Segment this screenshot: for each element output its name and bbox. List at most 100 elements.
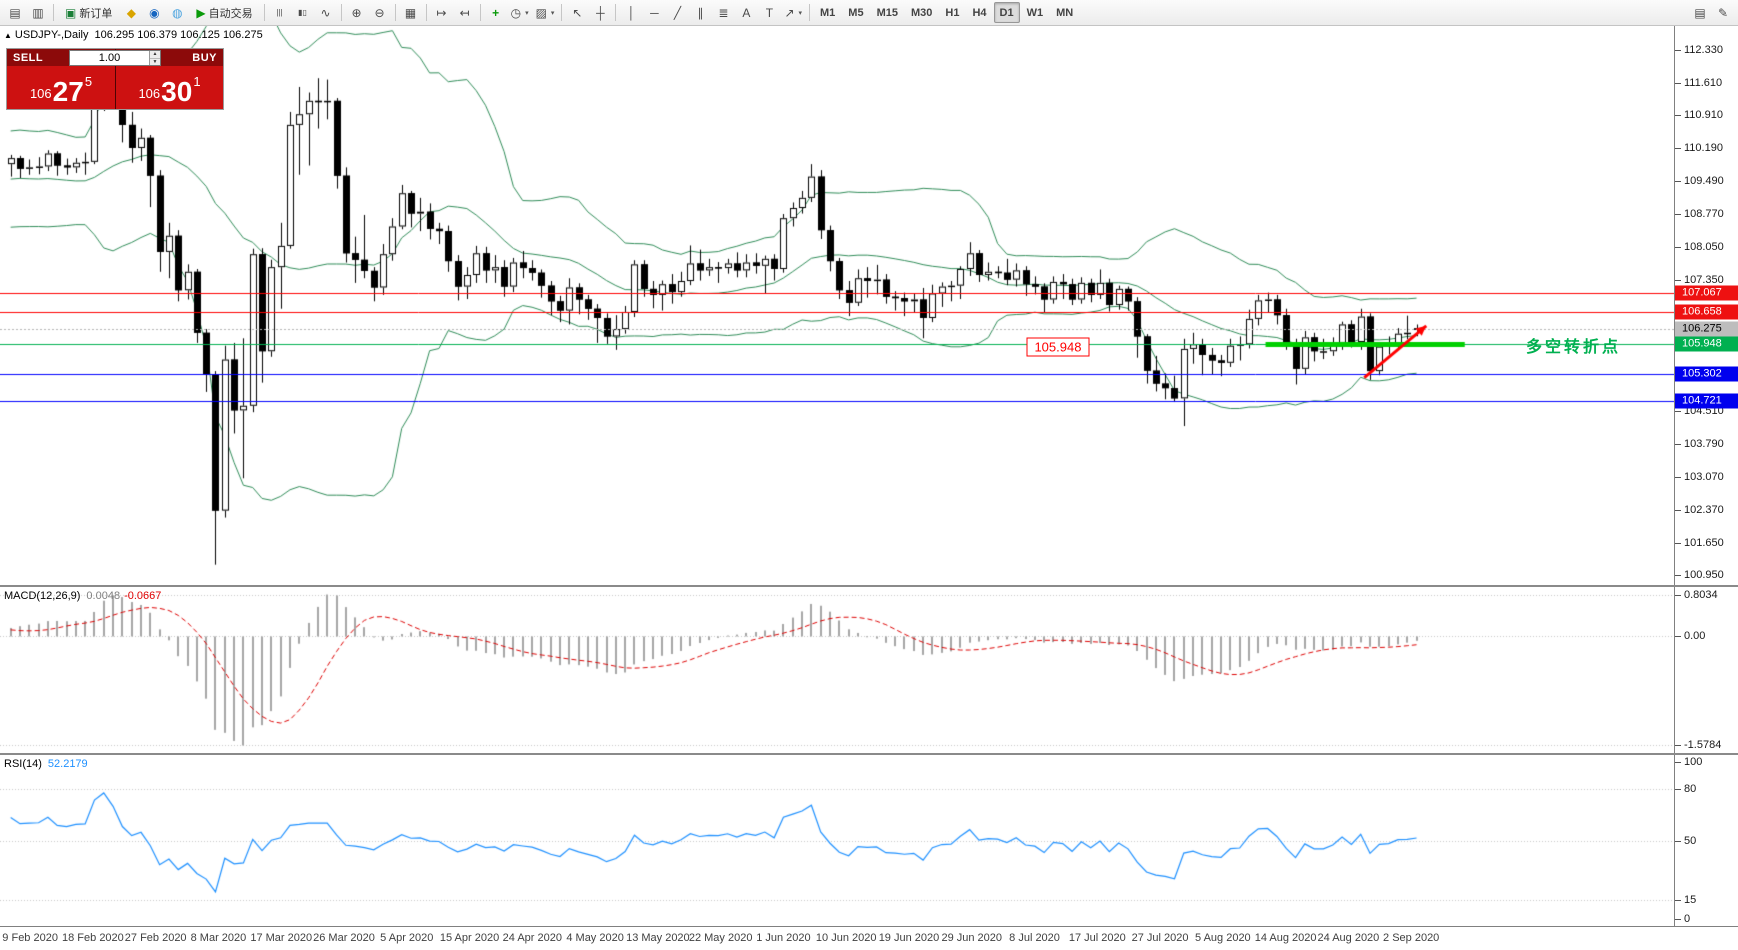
market-icon[interactable]: ◉ [143, 2, 165, 23]
rsi-scale-label: 50 [1675, 834, 1697, 847]
price-scale-tick: 103.070 [1675, 471, 1724, 484]
oct-collapse-icon[interactable]: ▲ [4, 31, 12, 40]
rsi-scale-label: 15 [1675, 894, 1697, 907]
time-axis-label: 24 Apr 2020 [502, 932, 562, 944]
timeframe-m15-button[interactable]: M15 [871, 2, 904, 23]
main-plot: ▲ USDJPY-,Daily 106.295 106.379 106.125 10… [0, 26, 1674, 585]
price-level-badge: 105.302 [1675, 366, 1738, 382]
macd-canvas[interactable] [0, 587, 1674, 753]
macd-scale-label: -1.5784 [1675, 739, 1722, 751]
fibonacci-icon[interactable]: ≣ [712, 2, 734, 23]
toolbar-separator [425, 4, 427, 21]
turning-point-text[interactable]: 多空转折点 [1526, 339, 1622, 357]
edit-cursor-icon[interactable]: ✎ [1712, 2, 1734, 23]
timeframe-m30-button[interactable]: M30 [905, 2, 938, 23]
metaeditor-icon[interactable]: ◆ [120, 2, 142, 23]
label-icon[interactable]: T [758, 2, 780, 23]
symbol-period-label[interactable]: ▲ USDJPY-,Daily 106.295 106.379 106.125 10… [4, 29, 263, 41]
volume-up-button[interactable]: ▲ [150, 51, 160, 58]
toolbar-separator [561, 4, 563, 21]
channel-icon[interactable]: ∥ [689, 2, 711, 23]
rsi-pane: RSI(14) 52.2179 100 80 50 15 0 [0, 755, 1738, 926]
toolbar-separator [809, 4, 811, 21]
timeframe-h4-button[interactable]: H4 [966, 2, 992, 23]
pane-divider[interactable] [0, 585, 1738, 587]
bar-chart-icon[interactable]: ||| [269, 2, 291, 23]
vertical-line-icon[interactable]: │ [620, 2, 642, 23]
current-price-badge: 106.275 [1675, 321, 1738, 337]
periods-icon[interactable]: ◷ ▾ [508, 2, 532, 23]
price-level-badge: 105.948 [1675, 336, 1738, 352]
chart-ohlc-values: 106.295 106.379 106.125 106.275 [94, 29, 263, 41]
new-order-button[interactable]: ▣ 新订单 [58, 2, 119, 23]
price-scale-tick: 112.330 [1675, 43, 1723, 56]
trendline-icon[interactable]: ╱ [666, 2, 688, 23]
macd-pane: MACD(12,26,9) 0.0048 -0.0667 0.8034 0.00 -1.… [0, 587, 1738, 753]
chart-title: USDJPY-,Daily [14, 29, 89, 41]
volume-down-button[interactable]: ▼ [150, 57, 160, 65]
time-axis-label: 17 Mar 2020 [250, 932, 313, 944]
toolbar: ▤ ▥ ▣ 新订单 ◆ ◉ ◍ ▶ 自动交易 ||| ▮▯ ∿ ⊕ ⊖ ▦ ↦ ↤ + ◷ ▾ ▨ ▾ ↖ ┼ │ ─ ╱ ∥ ≣ A T ↗… [0, 0, 1738, 26]
price-scale-tick: 109.490 [1675, 174, 1724, 187]
print-icon[interactable]: ▤ [1689, 2, 1711, 23]
tile-windows-icon[interactable]: ▦ [400, 2, 422, 23]
price-scale-tick: 102.370 [1675, 503, 1724, 516]
crosshair-icon[interactable]: ┼ [589, 2, 611, 23]
time-axis[interactable]: 9 Feb 2020 18 Feb 2020 27 Feb 2020 8 Mar 20… [0, 926, 1738, 950]
price-level-badge: 106.658 [1675, 304, 1738, 320]
zoom-in-icon[interactable]: ⊕ [346, 2, 368, 23]
timeframe-h1-button[interactable]: H1 [939, 2, 965, 23]
cursor-icon[interactable]: ↖ [566, 2, 588, 23]
macd-scale: 0.8034 0.00 -1.5784 [1674, 587, 1738, 753]
pane-divider[interactable] [0, 753, 1738, 755]
price-level-badge: 107.067 [1675, 285, 1738, 301]
timeframe-m5-button[interactable]: M5 [842, 2, 869, 23]
timeframe-m1-button[interactable]: M1 [814, 2, 841, 23]
chart-shift-icon[interactable]: ↤ [454, 2, 476, 23]
price-chart-canvas[interactable] [0, 26, 1674, 585]
rsi-indicator-label[interactable]: RSI(14) 52.2179 [4, 758, 88, 770]
signals-icon[interactable]: ◍ [166, 2, 188, 23]
auto-scroll-icon[interactable]: ↦ [431, 2, 453, 23]
toolbar-separator [479, 4, 481, 21]
volume-input[interactable]: 1.00 ▲ ▼ [69, 50, 161, 66]
rsi-scale: 100 80 50 15 0 [1674, 755, 1738, 926]
volume-value: 1.00 [98, 52, 121, 64]
price-callout-label[interactable]: 105.948 [1026, 337, 1090, 357]
one-click-trading-widget: SELL 106 27 5 BUY 106 30 1 1.00 [6, 48, 224, 110]
macd-indicator-label[interactable]: MACD(12,26,9) 0.0048 -0.0667 [4, 590, 162, 602]
candlestick-chart-icon[interactable]: ▮▯ [292, 2, 314, 23]
timeframe-d1-button[interactable]: D1 [993, 2, 1020, 23]
toolbar-separator [263, 4, 265, 21]
text-icon[interactable]: A [735, 2, 757, 23]
time-axis-label: 4 May 2020 [566, 932, 624, 944]
time-axis-label: 27 Feb 2020 [124, 932, 187, 944]
indicators-icon[interactable]: + [485, 2, 507, 23]
timeframe-w1-button[interactable]: W1 [1021, 2, 1050, 23]
new-chart-icon[interactable]: ▤ [4, 2, 26, 23]
time-axis-label: 19 Jun 2020 [878, 932, 940, 944]
time-axis-label: 26 Mar 2020 [313, 932, 375, 944]
time-axis-label: 24 Aug 2020 [1317, 932, 1380, 944]
timeframe-mn-button[interactable]: MN [1050, 2, 1079, 23]
price-scale-tick: 110.190 [1675, 142, 1723, 155]
macd-scale-label: 0.8034 [1675, 589, 1718, 601]
arrows-icon[interactable]: ↗ ▾ [781, 2, 805, 23]
time-axis-label: 15 Apr 2020 [439, 932, 500, 944]
time-axis-label: 17 Jul 2020 [1068, 932, 1126, 944]
profiles-icon[interactable]: ▥ [27, 2, 49, 23]
horizontal-line-icon[interactable]: ─ [643, 2, 665, 23]
time-axis-label: 5 Apr 2020 [380, 932, 434, 944]
time-axis-label: 29 Jun 2020 [941, 932, 1003, 944]
sell-button[interactable]: SELL 106 27 5 [7, 49, 115, 109]
rsi-canvas[interactable] [0, 755, 1674, 926]
autotrading-button[interactable]: ▶ 自动交易 [189, 2, 259, 23]
templates-icon[interactable]: ▨ ▾ [533, 2, 558, 23]
toolbar-separator [53, 4, 54, 21]
zoom-out-icon[interactable]: ⊖ [369, 2, 391, 23]
line-chart-icon[interactable]: ∿ [315, 2, 337, 23]
time-axis-label: 22 May 2020 [688, 932, 753, 944]
time-axis-label: 27 Jul 2020 [1131, 932, 1189, 944]
time-axis-label: 9 Feb 2020 [2, 932, 58, 944]
time-axis-label: 8 Jul 2020 [1009, 932, 1060, 944]
